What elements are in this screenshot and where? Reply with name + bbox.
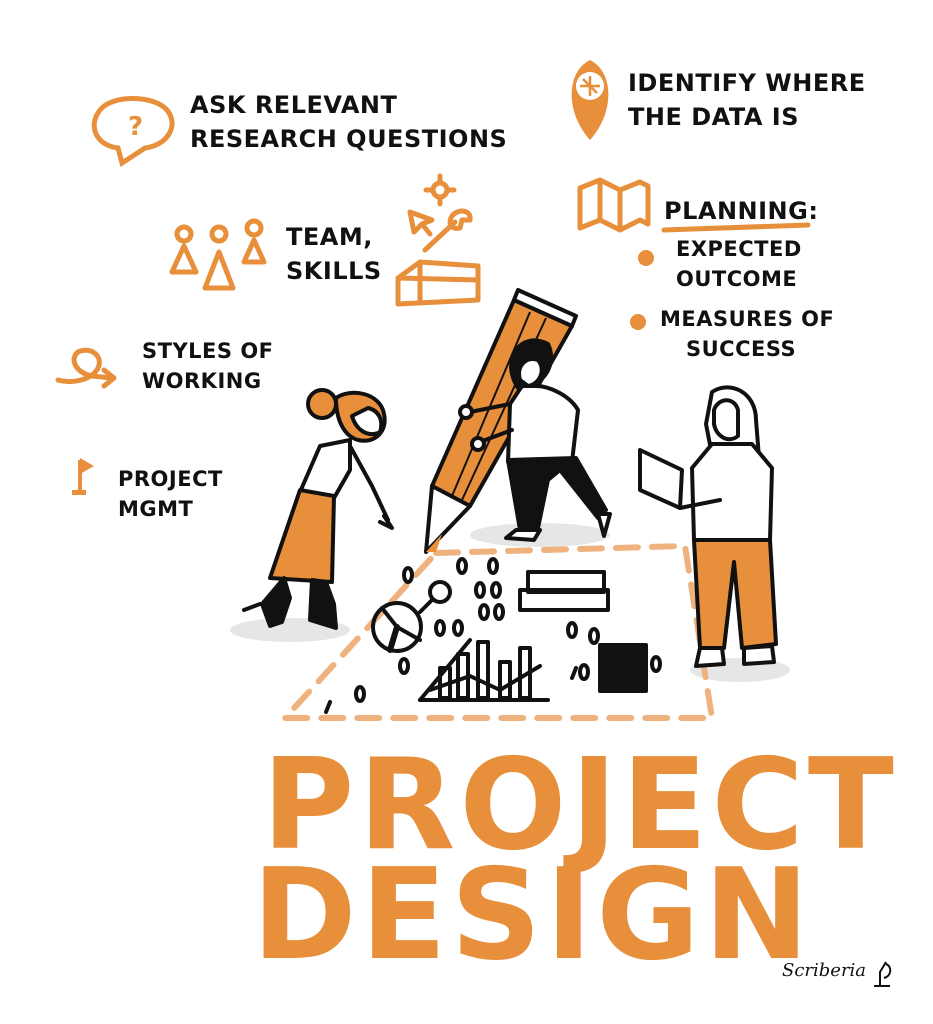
team-label: TEAM, SKILLS — [286, 223, 382, 285]
styles-label: STYLES OF WORKING — [142, 339, 274, 393]
planning-underline — [661, 222, 811, 233]
scatter-dots — [324, 557, 662, 714]
document-icon — [518, 570, 610, 612]
dashed-sheet-outline — [278, 542, 716, 721]
open-map-icon — [577, 177, 651, 233]
svg-text:?: ? — [128, 112, 143, 142]
scriberia-signature: Scriberia — [782, 960, 867, 981]
headline-project: PROJECT — [262, 731, 898, 878]
people-icon — [169, 218, 267, 291]
bullet-expected — [638, 250, 654, 266]
person-woman-laptop — [638, 385, 778, 668]
data-sketches — [324, 557, 662, 714]
headline-design: DESIGN — [252, 841, 814, 988]
planning-expected: EXPECTED OUTCOME — [676, 237, 802, 291]
curly-arrow-icon — [55, 347, 117, 389]
question-bubble-icon: ? — [91, 96, 175, 167]
tools-icon — [395, 173, 481, 307]
map-pin-icon — [571, 60, 609, 140]
mgmt-label: PROJECT MGMT — [118, 467, 223, 521]
pie-chart-icon — [371, 601, 423, 653]
data-label: IDENTIFY WHERE THE DATA IS — [628, 69, 866, 131]
person-man — [458, 338, 612, 542]
bullet-measures — [630, 314, 646, 330]
microscope-icon — [874, 961, 892, 987]
flag-icon — [72, 458, 94, 495]
planning-measures: MEASURES OF SUCCESS — [660, 307, 835, 361]
person-woman-pointing — [242, 388, 394, 630]
bar-chart-icon — [418, 638, 550, 702]
planning-title: PLANNING: — [664, 197, 819, 225]
dark-square-icon — [598, 643, 648, 693]
research-label: ASK RELEVANT RESEARCH QUESTIONS — [190, 91, 508, 153]
